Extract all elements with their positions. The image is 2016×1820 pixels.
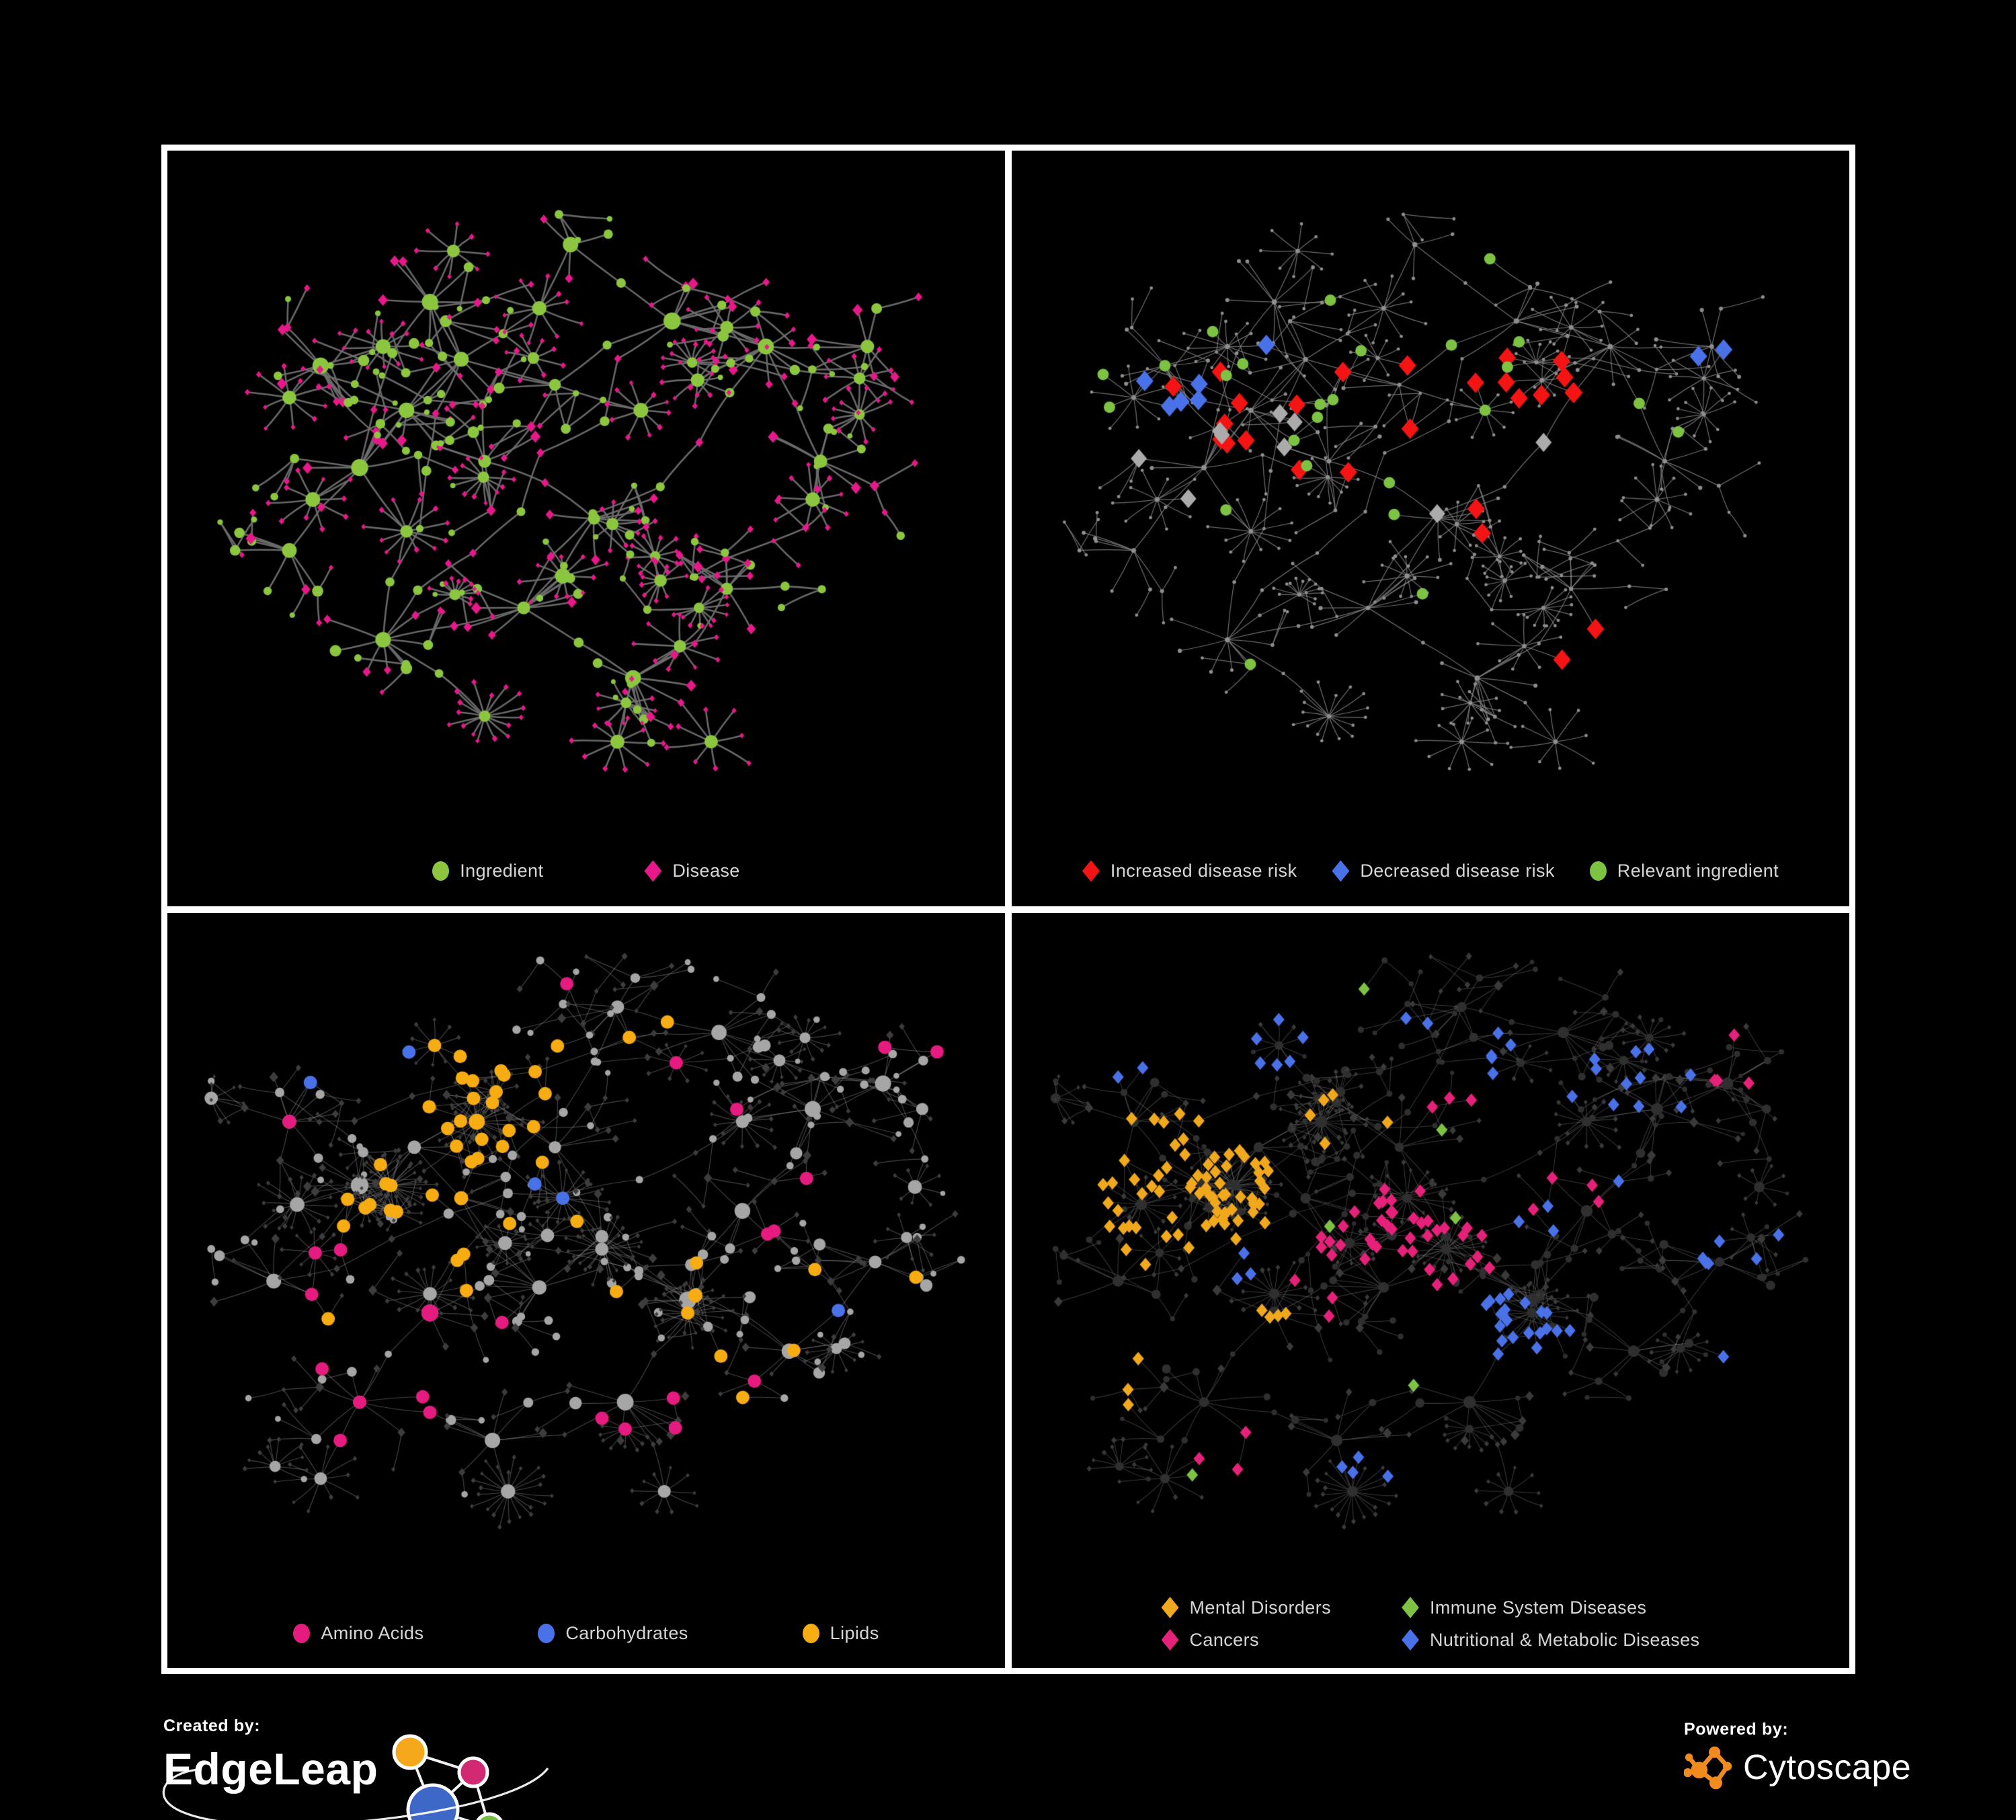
circle-marker — [538, 1624, 555, 1643]
network-canvas-nutrient-classes — [167, 912, 1005, 1668]
legend-item-mental-disorders: Mental Disorders — [1161, 1597, 1331, 1618]
legend-label: Ingredient — [460, 861, 544, 881]
diamond-marker — [1332, 860, 1350, 882]
circle-marker — [432, 861, 450, 881]
network-canvas-ingredient-disease — [167, 151, 1005, 906]
legend-item-nutritional-metabolic-diseases: Nutritional & Metabolic Diseases — [1402, 1629, 1699, 1651]
legend-item-lipids: Lipids — [802, 1623, 879, 1644]
legend-label: Immune System Diseases — [1430, 1597, 1647, 1618]
legend-disease-risk: Increased disease risk Decreased disease … — [1012, 860, 1849, 882]
panel-disease-risk: Increased disease risk Decreased disease … — [1012, 151, 1849, 906]
edgeleap-brand: EdgeLeap — [162, 1734, 549, 1820]
created-by-block: Created by: EdgeLeap — [162, 1716, 549, 1820]
circle-marker — [802, 1624, 819, 1643]
legend-label: Relevant ingredient — [1617, 861, 1779, 881]
circle-marker — [1589, 861, 1607, 881]
panel-nutrient-classes: Amino Acids Carbohydrates Lipids — [167, 912, 1005, 1668]
legend-nutrient-classes: Amino Acids Carbohydrates Lipids — [167, 1623, 1005, 1644]
network-canvas-disease-classes — [1012, 912, 1849, 1668]
legend-ingredient-disease: Ingredient Disease — [167, 860, 1005, 882]
legend-item-relevant-ingredient: Relevant ingredient — [1589, 861, 1779, 881]
legend-disease-classes: Mental Disorders Immune System Diseases Ca… — [1161, 1597, 1700, 1651]
edgeleap-wordmark: EdgeLeap — [163, 1744, 378, 1794]
legend-label: Amino Acids — [321, 1623, 424, 1643]
cytoscape-wordmark: Cytoscape — [1743, 1748, 1912, 1787]
panel-disease-classes: Mental Disorders Immune System Diseases Ca… — [1012, 912, 1849, 1668]
legend-label: Increased disease risk — [1110, 861, 1297, 881]
diamond-marker — [1161, 1629, 1179, 1651]
legend-label: Decreased disease risk — [1360, 861, 1555, 881]
circle-marker — [293, 1624, 311, 1643]
cytoscape-logo-icon — [1684, 1746, 1732, 1790]
footer: Created by: EdgeLeap — [0, 1674, 2016, 1820]
legend-item-immune-system-diseases: Immune System Diseases — [1402, 1597, 1646, 1618]
powered-by-block: Powered by: — [1684, 1720, 1911, 1793]
panel-ingredient-disease: Ingredient Disease — [167, 151, 1005, 906]
diamond-marker — [1161, 1597, 1179, 1618]
diamond-marker — [1082, 860, 1100, 882]
legend-item-amino-acids: Amino Acids — [293, 1623, 424, 1644]
cytoscape-brand: Cytoscape — [1684, 1742, 1911, 1793]
edgeleap-logo-icon — [392, 1734, 503, 1820]
legend-item-ingredient: Ingredient — [432, 861, 543, 881]
diamond-marker — [1402, 1597, 1419, 1618]
legend-label: Nutritional & Metabolic Diseases — [1430, 1629, 1700, 1650]
legend-item-cancers: Cancers — [1161, 1629, 1259, 1651]
legend-label: Mental Disorders — [1189, 1597, 1331, 1618]
network-canvas-disease-risk — [1012, 151, 1849, 906]
diamond-marker — [644, 860, 662, 882]
legend-label: Cancers — [1189, 1629, 1259, 1650]
powered-by-label: Powered by: — [1684, 1720, 1789, 1739]
legend-item-decreased-disease-risk: Decreased disease risk — [1332, 860, 1555, 882]
legend-item-disease: Disease — [644, 860, 740, 882]
created-by-label: Created by: — [163, 1716, 261, 1735]
legend-label: Disease — [672, 861, 740, 881]
legend-item-carbohydrates: Carbohydrates — [538, 1623, 688, 1644]
panel-grid: Ingredient Disease Increased disease risk… — [161, 145, 1855, 1674]
legend-item-increased-disease-risk: Increased disease risk — [1082, 860, 1297, 882]
legend-label: Lipids — [830, 1623, 879, 1643]
legend-label: Carbohydrates — [565, 1623, 688, 1643]
diamond-marker — [1402, 1629, 1419, 1651]
